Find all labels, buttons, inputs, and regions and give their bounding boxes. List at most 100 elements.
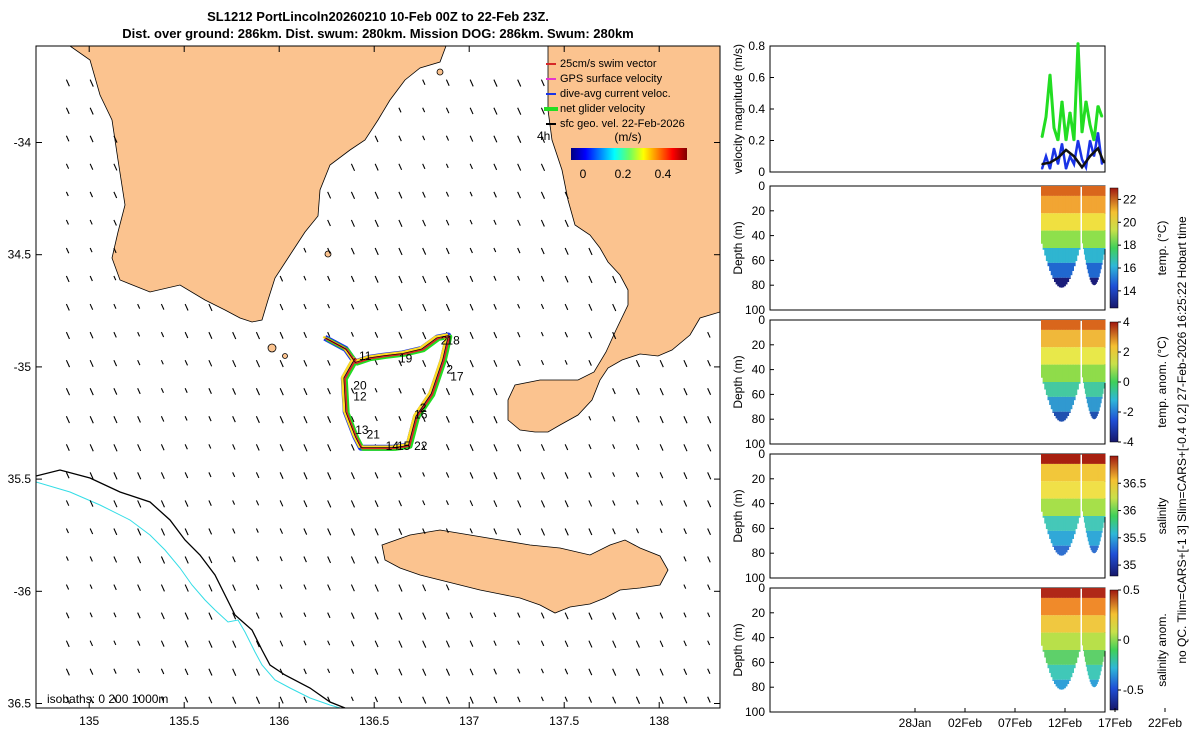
- section-cell: [1054, 454, 1057, 464]
- land-yorke-peninsula: [507, 46, 720, 433]
- section-cell: [1044, 650, 1047, 658]
- sfc-vector: [160, 640, 165, 647]
- sfc-vector: [89, 556, 93, 562]
- section-cell: [1067, 597, 1070, 616]
- map-colorbar-tick-0.2: 0.2: [615, 167, 632, 181]
- section-cell: [1055, 597, 1058, 616]
- section-cell: [1084, 481, 1087, 499]
- section-cell: [1082, 588, 1085, 598]
- section-cell: [1091, 411, 1094, 418]
- sfc-vector: [184, 500, 189, 507]
- sfc-vector: [279, 528, 284, 534]
- sfc-vector: [564, 331, 568, 338]
- section-cell: [1103, 463, 1105, 482]
- section-cell: [1099, 588, 1101, 598]
- section-cell: [1060, 588, 1063, 598]
- section-cell: [1062, 597, 1065, 616]
- section-cell: [1070, 615, 1073, 633]
- section-cell: [1088, 588, 1091, 598]
- section-cell: [1049, 195, 1052, 214]
- track-label: 14: [386, 439, 400, 453]
- map-frame: [35, 45, 721, 709]
- section-cell: [1096, 213, 1098, 231]
- section-cell: [1092, 364, 1094, 382]
- section-cell: [1101, 195, 1103, 214]
- isobath-label: isobaths: 0 200 1000m: [47, 692, 168, 706]
- sfc-vector: [303, 331, 307, 339]
- section-cell: [1098, 454, 1100, 464]
- section-cell: [1047, 650, 1050, 665]
- section-cell: [1090, 650, 1093, 665]
- section-cell: [1065, 347, 1068, 365]
- sfc-vector: [160, 556, 166, 564]
- velocity-point: [1081, 131, 1083, 134]
- sfc-vector: [588, 500, 593, 507]
- section-cell: [1090, 481, 1093, 499]
- sfc-vector: [398, 331, 403, 339]
- section-y-tick-label: 20: [752, 204, 766, 218]
- section-cell: [1065, 597, 1068, 616]
- section-cell: [1102, 463, 1104, 482]
- velocity-point: [1073, 139, 1075, 142]
- sfc-vector: [160, 359, 164, 365]
- section-cell: [1067, 632, 1070, 650]
- sfc-vector: [303, 584, 307, 590]
- section-cell: [1085, 463, 1088, 482]
- section-cell: [1078, 454, 1081, 464]
- section-cell: [1089, 498, 1092, 516]
- section-cell: [1071, 248, 1074, 263]
- section-cell: [1067, 277, 1070, 283]
- section-cell: [1087, 588, 1090, 598]
- land-eyre-peninsula: [69, 46, 447, 323]
- sfc-vector: [327, 444, 332, 452]
- sfc-vector: [517, 275, 521, 281]
- section-cell: [1091, 382, 1094, 397]
- sfc-vector: [707, 556, 711, 563]
- section-cell: [1095, 320, 1097, 330]
- sfc-vector: [517, 500, 522, 508]
- section-cell: [1049, 230, 1052, 248]
- section-cell: [1060, 248, 1063, 263]
- section-cell: [1042, 597, 1045, 616]
- section-cell: [1050, 186, 1053, 196]
- section-ylabel: Depth (m): [731, 355, 745, 408]
- section-cell: [1094, 396, 1096, 412]
- sfc-vector: [113, 359, 118, 367]
- section-cell: [1062, 347, 1065, 365]
- sfc-vector: [588, 444, 592, 450]
- section-cell: [1097, 481, 1099, 499]
- sfc-vector: [659, 472, 664, 479]
- section-cell: [1099, 650, 1101, 665]
- section-cell: [1096, 588, 1098, 598]
- colorbar-label: salinity: [1155, 498, 1169, 535]
- section-cell: [1104, 632, 1106, 650]
- section-cell: [1085, 262, 1088, 265]
- section-cell: [1098, 320, 1100, 330]
- sfc-vector: [303, 640, 307, 646]
- velocity-point: [1093, 155, 1095, 158]
- section-cell: [1062, 364, 1065, 382]
- section-cell: [1085, 481, 1088, 499]
- section-cell: [1078, 364, 1081, 382]
- sfc-vector: [445, 500, 449, 506]
- sfc-vector: [398, 640, 403, 648]
- section-cell: [1095, 411, 1097, 418]
- section-cell: [1098, 597, 1100, 616]
- section-cell: [1100, 454, 1102, 464]
- section-cell: [1078, 650, 1081, 652]
- colorbar-tick-label: 0: [1123, 633, 1130, 647]
- sfc-vector: [564, 275, 569, 283]
- section-cell: [1093, 498, 1095, 516]
- sfc-vector: [303, 275, 307, 281]
- sfc-vector: [683, 500, 688, 507]
- sfc-vector: [540, 696, 544, 702]
- section-cell: [1091, 650, 1094, 665]
- section-cell: [1098, 481, 1100, 499]
- section-cell: [1099, 498, 1101, 516]
- section-cell: [1096, 248, 1098, 263]
- section-cell: [1060, 664, 1063, 680]
- section-cell: [1100, 615, 1102, 633]
- velocity-axes: [769, 45, 1106, 173]
- section-cell: [1068, 186, 1071, 196]
- section-cell: [1054, 277, 1057, 283]
